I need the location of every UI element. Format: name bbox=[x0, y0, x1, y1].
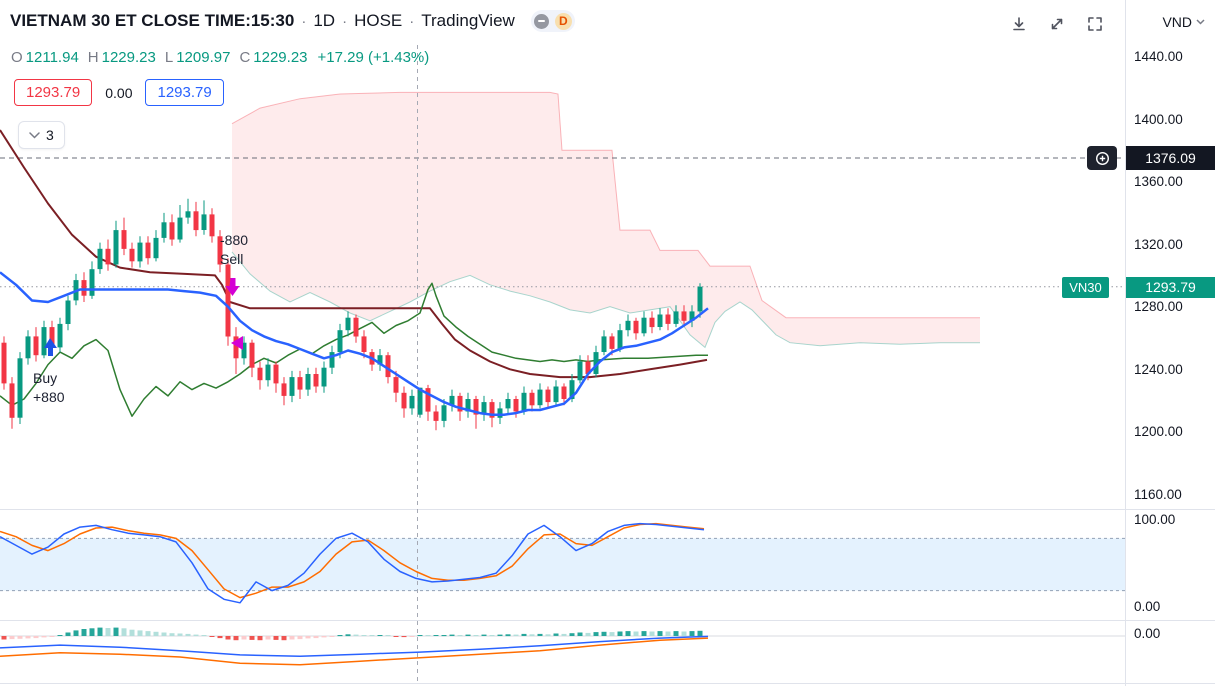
legend-minimize-toggle[interactable]: D bbox=[530, 10, 575, 32]
sell-signal-value: -880 bbox=[220, 232, 249, 248]
price-axis-tick: 1160.00 bbox=[1134, 487, 1182, 502]
sell-signal-text: Sell bbox=[220, 251, 244, 267]
low-label: L bbox=[164, 49, 174, 66]
currency-label: VND bbox=[1162, 14, 1192, 30]
buy-signal-value: +880 bbox=[33, 389, 65, 405]
symbol-price-tag: VN30 bbox=[1062, 277, 1109, 298]
close-label: C bbox=[239, 49, 251, 66]
currency-dropdown[interactable]: VND bbox=[1162, 14, 1205, 30]
interval-label[interactable]: 1D bbox=[313, 11, 336, 30]
separator-dot: · bbox=[301, 12, 307, 30]
toggle-knob-icon bbox=[533, 13, 549, 29]
order-panel: 1293.79 0.00 1293.79 bbox=[14, 79, 224, 106]
price-level-lines bbox=[0, 157, 1125, 288]
price-axis-tick: 1360.00 bbox=[1134, 174, 1183, 190]
resize-diagonal-icon bbox=[1051, 18, 1062, 30]
chevron-down-icon bbox=[1196, 19, 1205, 25]
fullscreen-icon bbox=[1087, 17, 1102, 31]
fullscreen-button[interactable] bbox=[1079, 10, 1110, 38]
sell-flag-icon bbox=[231, 336, 243, 350]
price-axis-tick: 1400.00 bbox=[1134, 111, 1183, 127]
indicators-collapsed-button[interactable]: 3 bbox=[18, 121, 65, 149]
interval-d-badge[interactable]: D bbox=[554, 12, 572, 30]
plus-circle-icon bbox=[1095, 151, 1109, 165]
price-axis-tick: 0.00 bbox=[1134, 599, 1161, 614]
sell-signal-label: -880 Sell bbox=[220, 231, 248, 269]
price-axis-tick: 1280.00 bbox=[1134, 299, 1183, 315]
spread-value: 0.00 bbox=[105, 84, 133, 101]
sell-price-button[interactable]: 1293.79 bbox=[14, 79, 93, 106]
chevron-down-icon bbox=[29, 131, 40, 139]
add-alert-button[interactable] bbox=[1087, 146, 1117, 170]
buy-price-button[interactable]: 1293.79 bbox=[145, 79, 224, 106]
price-axis[interactable]: 1440.00 1400.00 1360.00 1320.00 1280.00 1240.… bbox=[1125, 0, 1215, 686]
candlesticks bbox=[1, 198, 703, 431]
buy-signal-text: Buy bbox=[33, 370, 58, 386]
download-arrow-icon bbox=[1012, 17, 1025, 31]
stochastic-panel bbox=[0, 522, 1125, 604]
open-label: O bbox=[11, 49, 23, 66]
price-axis-tick: 100.00 bbox=[1134, 512, 1176, 527]
change-value: +17.29 (+1.43%) bbox=[317, 49, 430, 66]
chart-toolbar bbox=[1003, 10, 1110, 38]
ichimoku-cloud bbox=[231, 91, 980, 349]
buy-signal-label: Buy +880 bbox=[33, 369, 65, 407]
high-label: H bbox=[87, 49, 99, 66]
provider-label[interactable]: TradingView bbox=[421, 11, 515, 30]
separator-dot: · bbox=[342, 12, 348, 30]
sell-arrow-icon bbox=[225, 278, 240, 296]
low-value: 1209.97 bbox=[176, 49, 231, 66]
last-price-badge: 1293.79 bbox=[1126, 277, 1215, 298]
price-axis-tick: 0.00 bbox=[1134, 626, 1161, 641]
scroll-to-recent-button[interactable] bbox=[1003, 10, 1034, 38]
maximize-pane-button[interactable] bbox=[1041, 10, 1072, 38]
ma-blue-line bbox=[0, 271, 709, 416]
crosshair-price-badge: 1376.09 bbox=[1126, 146, 1215, 170]
price-axis-tick: 1440.00 bbox=[1134, 49, 1183, 64]
exchange-label[interactable]: HOSE bbox=[354, 11, 403, 30]
chart-legend-title: VIETNAM 30 ET CLOSE TIME:15:30 · 1D · HO… bbox=[10, 10, 575, 32]
price-axis-tick: 1240.00 bbox=[1134, 361, 1183, 377]
indicators-count: 3 bbox=[46, 127, 54, 143]
buy-arrow-icon bbox=[44, 338, 57, 356]
open-value: 1211.94 bbox=[25, 49, 79, 66]
macd-panel bbox=[0, 627, 1125, 666]
ohlc-readout: O 1211.94 H 1229.23 L 1209.97 C 1229.23 +17.… bbox=[11, 49, 429, 66]
high-value: 1229.23 bbox=[101, 49, 156, 66]
symbol-title[interactable]: VIETNAM 30 ET CLOSE TIME:15:30 bbox=[10, 11, 295, 30]
price-axis-tick: 1200.00 bbox=[1134, 424, 1183, 440]
price-axis-tick: 1320.00 bbox=[1134, 236, 1183, 252]
separator-dot: · bbox=[409, 12, 415, 30]
close-value: 1229.23 bbox=[253, 49, 308, 66]
panel-separators bbox=[0, 45, 1215, 684]
signal-markers bbox=[44, 278, 243, 356]
